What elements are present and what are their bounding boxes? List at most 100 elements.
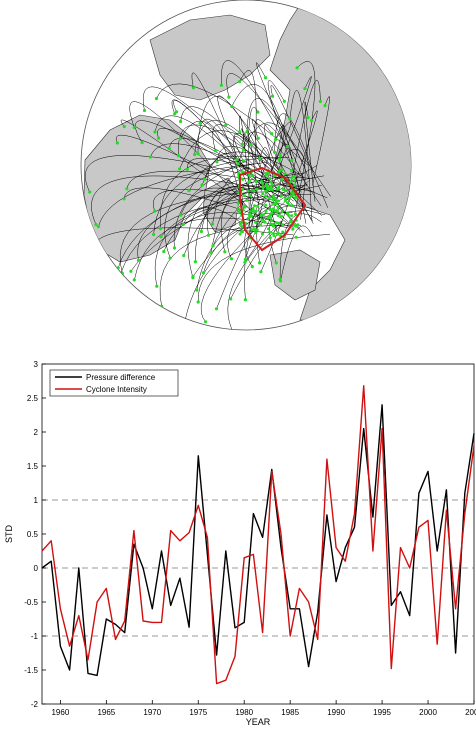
storm-track	[197, 118, 260, 199]
genesis-point	[200, 183, 204, 187]
genesis-point	[250, 228, 254, 232]
genesis-point	[237, 171, 241, 175]
genesis-point	[318, 99, 322, 104]
y-tick-label: 0.5	[27, 530, 39, 539]
series-line-pressure-difference	[41, 404, 475, 677]
storm-track	[304, 101, 316, 202]
storm-track	[274, 113, 314, 173]
genesis-point	[276, 210, 280, 213]
genesis-point	[294, 224, 298, 228]
genesis-point	[239, 221, 243, 225]
genesis-point	[191, 276, 195, 280]
storm-track	[221, 60, 294, 161]
storm-track	[154, 115, 301, 231]
genesis-point	[290, 204, 294, 208]
genesis-point	[264, 76, 268, 80]
storm-track	[231, 84, 307, 224]
genesis-point	[277, 185, 281, 189]
genesis-point	[173, 112, 177, 116]
genesis-point	[116, 266, 120, 270]
genesis-point	[291, 227, 295, 231]
genesis-point	[271, 194, 275, 198]
storm-track	[123, 187, 292, 228]
storm-track	[247, 106, 259, 236]
genesis-point	[238, 130, 242, 134]
reference-lines	[42, 499, 474, 637]
storm-track	[212, 124, 295, 191]
cyclone-track-map	[0, 0, 476, 340]
genesis-point	[187, 189, 191, 193]
genesis-point	[172, 246, 177, 250]
genesis-point	[167, 146, 171, 151]
genesis-point	[199, 229, 203, 234]
genesis-point	[241, 177, 245, 181]
genesis-point	[290, 176, 294, 180]
genesis-point	[230, 104, 234, 109]
storm-track	[216, 219, 264, 309]
genesis-point	[277, 169, 281, 173]
genesis-point	[241, 159, 245, 163]
x-tick-label: 1960	[51, 708, 69, 717]
storm-track	[129, 101, 251, 211]
y-tick-label: -1.5	[24, 666, 38, 675]
genesis-point	[268, 230, 272, 234]
genesis-point	[284, 189, 287, 193]
genesis-point	[270, 182, 274, 186]
y-axis-ticks: -2 -1.5 -1 -0.5 0 0.5 1 1.5 2 2.5 3	[24, 360, 46, 709]
genesis-point	[236, 201, 240, 205]
genesis-point	[176, 154, 181, 158]
storm-track	[312, 96, 330, 186]
genesis-point	[273, 202, 277, 205]
storm-track	[244, 199, 261, 300]
genesis-point	[268, 236, 272, 240]
genesis-point	[293, 183, 297, 187]
storm-track	[143, 86, 296, 208]
genesis-point	[310, 118, 314, 123]
genesis-point	[140, 141, 144, 145]
polar-map-svg	[80, 0, 412, 331]
storm-track	[227, 221, 282, 330]
genesis-point	[254, 180, 258, 183]
genesis-point	[152, 232, 156, 237]
x-tick-label: 1975	[189, 708, 207, 717]
genesis-point	[229, 297, 233, 301]
genesis-point	[286, 144, 290, 149]
genesis-point	[241, 230, 244, 234]
genesis-point	[223, 250, 227, 254]
genesis-point	[88, 190, 92, 194]
genesis-point	[116, 283, 120, 287]
genesis-point	[273, 196, 277, 200]
storm-track	[195, 182, 247, 262]
genesis-point	[159, 235, 163, 239]
genesis-point	[201, 271, 205, 275]
x-tick-label: 1995	[373, 708, 391, 717]
genesis-point	[195, 288, 199, 292]
genesis-point	[241, 148, 246, 152]
genesis-point	[289, 194, 293, 198]
storm-track	[294, 61, 316, 215]
genesis-point	[267, 196, 271, 200]
series-lines	[41, 385, 475, 685]
genesis-point	[196, 152, 200, 156]
y-tick-label: 1	[34, 496, 39, 505]
genesis-point	[193, 152, 197, 157]
genesis-point	[274, 199, 278, 203]
y-tick-label: 1.5	[27, 462, 39, 471]
legend: Pressure difference Cyclone Intensity	[49, 369, 179, 397]
genesis-point	[261, 186, 265, 190]
genesis-point	[259, 270, 263, 274]
genesis-point	[291, 193, 295, 196]
genesis-point	[289, 219, 293, 223]
genesis-point	[286, 201, 289, 205]
genesis-point	[96, 225, 100, 229]
genesis-point	[213, 149, 217, 153]
genesis-point	[248, 212, 251, 216]
genesis-point	[238, 210, 242, 214]
genesis-point	[273, 174, 277, 178]
genesis-point	[264, 173, 268, 177]
genesis-point	[246, 189, 250, 193]
genesis-point	[238, 80, 242, 84]
genesis-point	[290, 214, 294, 218]
genesis-point	[293, 212, 297, 216]
genesis-point	[245, 130, 249, 134]
